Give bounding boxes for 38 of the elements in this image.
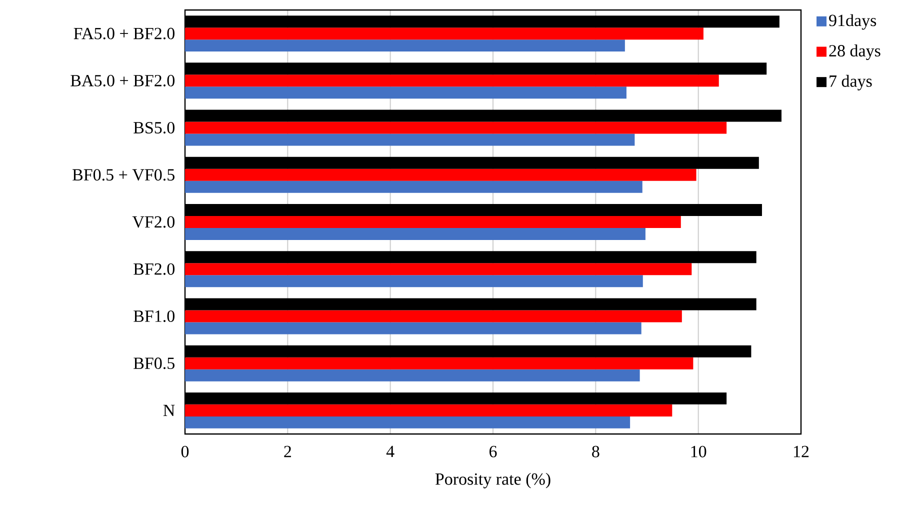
bar [185,168,696,181]
x-tick-label: 2 [284,446,291,458]
y-tick-label: BS5.0 [134,122,174,134]
bar [185,86,626,99]
bar [185,322,642,334]
bar [185,369,640,382]
y-tick-label: N [163,404,175,416]
legend-label: 91days [829,14,876,30]
bar [185,416,630,428]
y-tick-label: BA5.0 + BF2.0 [70,74,174,86]
x-tick-label: 12 [794,446,809,458]
y-tick-label: BF0.5 + VF0.5 [72,169,174,181]
bar [185,310,682,322]
y-tick-label: BF0.5 [134,358,174,370]
bar [185,357,694,370]
x-tick-label: 4 [386,446,394,458]
x-tick-label: 0 [181,446,189,458]
bar [185,180,642,193]
y-tick-label: BF2.0 [134,263,174,275]
bar [185,74,719,87]
x-tick-label: 10 [691,446,706,458]
bar [185,40,625,52]
x-tick-label: 6 [489,446,497,458]
legend-label: 7 days [830,74,872,90]
bar [185,275,643,288]
y-tick-label: BF1.0 [134,310,174,322]
bar [185,28,704,40]
bar [185,404,672,416]
legend-label: 28 days [829,44,880,60]
bar [185,216,681,228]
bar [185,134,635,146]
x-axis-title: Porosity rate (%) [435,472,550,488]
y-tick-label: VF2.0 [132,216,174,228]
bar [185,263,692,276]
x-tick-label: 8 [592,446,600,458]
bar [185,122,727,134]
y-tick-label: FA5.0 + BF2.0 [74,28,174,40]
bar [185,228,646,240]
